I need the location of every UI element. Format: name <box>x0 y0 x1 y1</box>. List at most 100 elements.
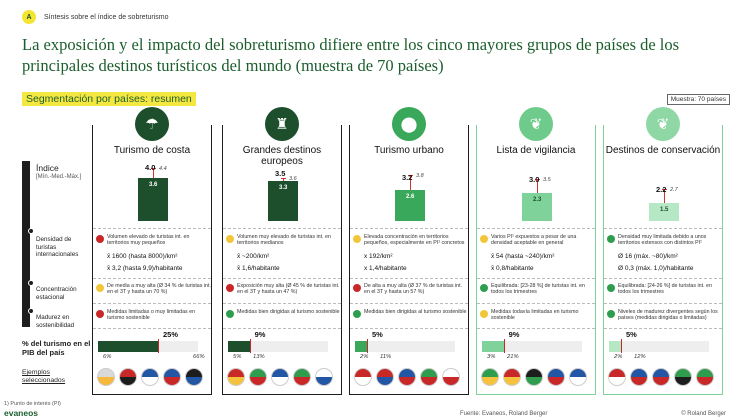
country-flag-icon <box>630 368 648 386</box>
column-title: Lista de vigilancia <box>496 145 576 156</box>
madurez-text: Medidas limitadas o muy limitadas en tur… <box>107 309 196 322</box>
pib-fill <box>482 341 504 352</box>
row-divider <box>477 228 595 229</box>
row-label-ejemplos: Ejemplos seleccionados <box>22 369 66 384</box>
index-max-value: 4.4 <box>159 166 167 173</box>
row-label-densidad: Densidad de turistas internacionales <box>36 236 79 258</box>
bar-min-value: 3.6 <box>149 181 158 188</box>
index-bar <box>395 189 425 221</box>
country-flag-icon <box>227 368 245 386</box>
row-label-concentracion: Concentración estacional <box>36 286 77 301</box>
row-divider <box>477 278 595 279</box>
evaneos-logo: evaneos <box>4 408 39 418</box>
index-median-value: 3.0 <box>529 175 540 184</box>
status-dot-madurez <box>96 310 104 318</box>
pib-fill <box>98 341 158 352</box>
status-dot-madurez <box>607 310 615 318</box>
index-median-value: 3.2 <box>402 172 413 182</box>
example-flags <box>227 368 333 386</box>
row-divider <box>350 328 468 329</box>
pib-max: 12% <box>634 354 646 360</box>
index-max-value: 3.6 <box>289 175 297 182</box>
status-dot-densidad <box>226 235 234 243</box>
row-divider <box>604 228 722 229</box>
densidad-stat-habitante: x̄ 3,2 (hasta 9,9)/habitante <box>107 265 183 272</box>
bar-min-value: 1.5 <box>660 207 669 213</box>
pib-marker <box>249 339 251 353</box>
status-dot-concentracion <box>480 284 488 292</box>
leaf-circle-icon: ❦ <box>646 107 680 141</box>
densidad-stat-km2: x̄ ~200/km² <box>237 253 270 260</box>
range-error-bar <box>664 188 665 203</box>
pib-max: 11% <box>380 354 392 360</box>
row-divider <box>93 278 211 279</box>
densidad-stat-habitante: x̄ 1,6/habitante <box>237 265 280 272</box>
pib-marker <box>367 339 368 353</box>
magnifier-leaf-icon: ❦ <box>519 107 553 141</box>
range-error-bar <box>410 175 411 190</box>
densidad-stat-habitante: x 1,4/habitante <box>364 265 407 272</box>
row-divider <box>604 278 722 279</box>
pib-fill <box>228 341 250 352</box>
segment-column: ❦ Lista de vigilancia 2.3 3.0 3.5 Varios PI¹ … <box>476 107 596 395</box>
range-error-cap <box>662 188 667 190</box>
pib-min: 3% <box>487 354 496 360</box>
row-divider <box>223 328 341 329</box>
row-label-pib: % del turismo en el PIB del país <box>22 339 91 357</box>
country-flag-icon <box>315 368 333 386</box>
concentracion-text: De media a muy alta (Ø 34 % de turistas … <box>107 283 211 296</box>
range-error-cap <box>535 179 540 180</box>
row-divider <box>223 228 341 229</box>
segment-label: Segmentación por países: resumen <box>22 92 196 106</box>
segment-column: ❦ Destinos de conservación 1.5 2.2 2.7 Densid… <box>603 107 723 395</box>
densidad-stat-habitante: Ø 0,3 (máx. 1,0)/habitante <box>618 265 694 272</box>
index-max-value: 3.8 <box>416 173 424 180</box>
pib-min: 2% <box>614 354 623 360</box>
status-dot-concentracion <box>96 284 104 292</box>
country-flag-icon <box>674 368 692 386</box>
column-title: Turismo de costa <box>113 145 191 156</box>
example-flags <box>354 368 460 386</box>
status-dot-concentracion <box>353 284 361 292</box>
location-pin-icon: ⬤ <box>392 107 426 141</box>
pib-marker <box>621 339 622 353</box>
castle-icon: ♜ <box>265 107 299 141</box>
index-bar <box>522 193 552 221</box>
example-flags <box>97 368 203 386</box>
concentracion-text: Equilibrada: [24-26 %] de turistas int. … <box>618 283 712 296</box>
status-dot-concentracion <box>607 284 615 292</box>
section-badge: A <box>22 10 36 24</box>
concentracion-text: Exposición muy alta (Ø 45 % de turistas … <box>237 283 340 296</box>
index-median-value: 4.0 <box>145 163 156 172</box>
row-divider <box>350 278 468 279</box>
pib-fill <box>355 341 367 352</box>
country-flag-icon <box>547 368 565 386</box>
vertical-axis-label: Índice de sobreturismo <box>13 208 20 280</box>
copyright: © Roland Berger <box>681 411 726 417</box>
segment-column: ☂ Turismo de costa 3.6 4.0 4.4 Volumen elevad… <box>92 107 212 395</box>
country-flag-icon <box>442 368 460 386</box>
pib-min: 5% <box>233 354 242 360</box>
pib-marker <box>158 339 159 353</box>
densidad-text: Densidad muy limitada debido a unos terr… <box>618 234 707 247</box>
range-error-cap <box>281 177 286 179</box>
status-dot-madurez <box>226 310 234 318</box>
pib-max: 66% <box>193 354 205 360</box>
densidad-text: Varios PI¹ expuestos a pesar de una dens… <box>491 234 577 247</box>
row-marker-dot <box>28 228 34 234</box>
range-error-cap <box>151 168 156 170</box>
bar-min-value: 2.6 <box>406 193 415 200</box>
range-error-cap <box>408 175 413 177</box>
pib-min: 2% <box>360 354 369 360</box>
status-dot-densidad <box>480 235 488 243</box>
pib-value: 9% <box>254 330 266 339</box>
range-error-bar <box>153 168 154 178</box>
footnote: 1) Punto de interés (PI) <box>4 401 61 407</box>
bar-min-value: 3.3 <box>279 185 288 192</box>
status-dot-concentracion <box>226 284 234 292</box>
page-title: La exposición y el impacto del sobreturi… <box>22 35 680 75</box>
country-flag-icon <box>119 368 137 386</box>
madurez-text: Medidas bien dirigidas al turismo sosten… <box>364 309 467 315</box>
index-median-value: 3.5 <box>275 169 286 178</box>
range-error-bar <box>283 177 284 182</box>
